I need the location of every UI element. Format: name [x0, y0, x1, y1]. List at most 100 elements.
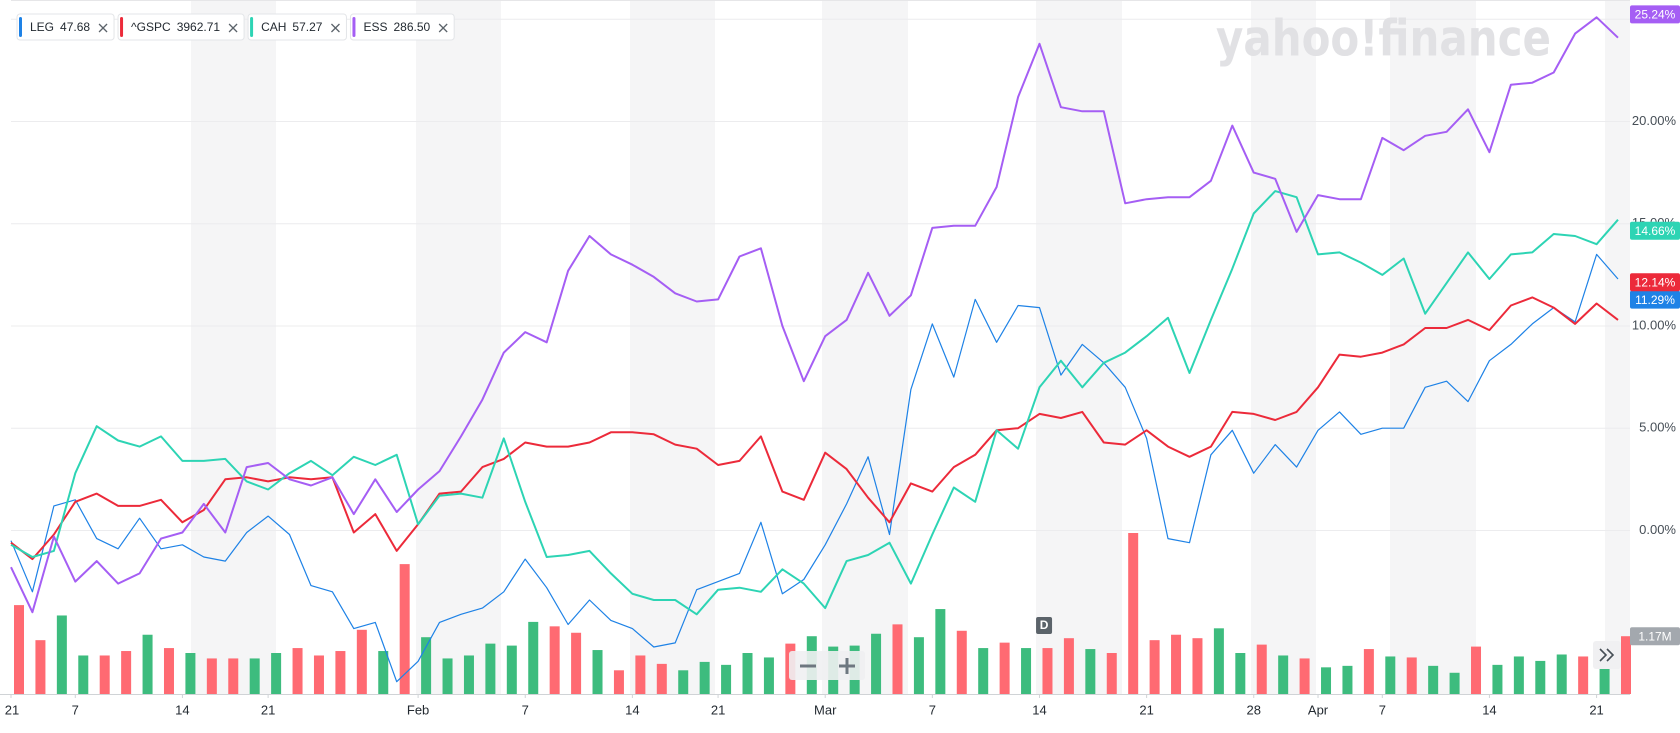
- volume-bar: [1042, 648, 1053, 694]
- volume-bar: [485, 643, 496, 694]
- volume-bar: [635, 655, 646, 694]
- chevron[interactable]: [1606, 648, 1615, 662]
- volume-bar: [421, 637, 432, 694]
- chip-name[interactable]: LEG: [30, 20, 54, 34]
- volume-bar: [99, 655, 110, 694]
- week-band: [630, 0, 715, 694]
- volume-bar: [56, 615, 67, 694]
- background: [11, 0, 1630, 694]
- lines: [10, 16, 1619, 683]
- legend-chip[interactable]: LEG 47.68: [16, 13, 115, 41]
- event-marker-label[interactable]: D: [1040, 618, 1049, 632]
- volume-bar: [1192, 638, 1203, 694]
- volume-bar: [356, 629, 367, 694]
- volume-bar: [678, 670, 689, 694]
- end-label-box: [1630, 273, 1680, 292]
- volume-bar: [699, 661, 710, 694]
- volume-bar: [335, 651, 346, 694]
- x-tick-label: 7: [1379, 702, 1386, 717]
- volume-bar: [1342, 665, 1353, 694]
- series-line: [10, 296, 1619, 561]
- y-tick-label: 5.00%: [1639, 420, 1676, 435]
- chip-name[interactable]: ^GSPC: [131, 20, 171, 34]
- legend-chip[interactable]: ^GSPC 3962.71: [117, 13, 245, 41]
- chip-close[interactable]: [438, 23, 448, 33]
- volume-bar: [14, 605, 24, 694]
- end-label: 12.14%: [1635, 275, 1676, 289]
- x-tick-label: 7: [72, 702, 79, 717]
- chip-close[interactable]: [228, 23, 238, 33]
- event-marker[interactable]: [1036, 617, 1053, 634]
- chip-bg[interactable]: [16, 13, 115, 41]
- volume-bar: [592, 650, 603, 694]
- week-band: [1605, 0, 1630, 694]
- volume-bar: [1149, 640, 1160, 694]
- week-band: [822, 0, 908, 694]
- volume-bar: [1063, 638, 1074, 694]
- volume-bar: [35, 640, 46, 694]
- volume-bar: [913, 637, 924, 694]
- scroll-right[interactable]: [1593, 641, 1621, 669]
- chip-quote[interactable]: 57.27: [292, 20, 322, 34]
- x-tick-label: 28: [1247, 702, 1261, 717]
- chip-color[interactable]: [19, 17, 22, 37]
- chip-quote[interactable]: 286.50: [393, 20, 430, 34]
- x-tick-label: 21: [711, 702, 725, 717]
- volume-bar: [1471, 646, 1482, 694]
- chip-color[interactable]: [250, 17, 254, 37]
- x-tick-label: 21: [5, 702, 19, 717]
- series-line: [10, 190, 1619, 616]
- volume-bar: [463, 655, 474, 694]
- volume-bar: [721, 664, 732, 694]
- volume-bar: [78, 655, 89, 694]
- chip-bg[interactable]: [117, 13, 245, 41]
- legend-chip[interactable]: CAH 57.27: [247, 13, 347, 41]
- chip-color[interactable]: [120, 17, 124, 37]
- chip-quote[interactable]: 47.68: [60, 20, 90, 34]
- chip-name[interactable]: ESS: [363, 20, 387, 34]
- volume-bar: [1278, 655, 1289, 694]
- volume-bar: [763, 657, 774, 694]
- chip-name[interactable]: CAH: [261, 20, 286, 34]
- week-band: [1251, 0, 1316, 694]
- volume-bar: [1406, 657, 1417, 694]
- volume-bar: [613, 670, 624, 694]
- volume-bar: [1599, 659, 1610, 694]
- chip-close[interactable]: [330, 23, 340, 33]
- end-label: 14.66%: [1635, 224, 1676, 238]
- chip-quote[interactable]: 3962.71: [177, 20, 221, 34]
- volume-bar: [399, 564, 410, 694]
- volume-bar: [249, 658, 260, 694]
- volume-bar: [1535, 660, 1546, 694]
- watermark: yahoo!finance: [1216, 10, 1551, 68]
- end-label: 1.17M: [1638, 629, 1671, 643]
- volume-bar: [1428, 665, 1439, 694]
- chip-bg[interactable]: [349, 13, 455, 41]
- volume-bar: [1363, 649, 1374, 694]
- week-band: [191, 0, 276, 694]
- chip-bg[interactable]: [247, 13, 347, 41]
- volume-bar: [892, 624, 903, 694]
- chevron[interactable]: [1599, 648, 1608, 662]
- volume-bar: [742, 653, 753, 694]
- controls: D: [789, 617, 1621, 680]
- volume-bar: [442, 658, 453, 694]
- volume-bar: [1321, 667, 1332, 694]
- week-band: [416, 0, 501, 694]
- end-label: 11.29%: [1635, 293, 1675, 307]
- volume-bar: [1578, 656, 1589, 694]
- x-tick-label: 7: [929, 702, 936, 717]
- volume-bar: [1449, 672, 1460, 694]
- volume-bar: [313, 655, 324, 694]
- volume-bar: [1621, 636, 1631, 694]
- volume-bar: [1128, 533, 1139, 694]
- x-tick-label: 21: [1589, 702, 1603, 717]
- chip-close[interactable]: [98, 23, 108, 33]
- volume-bar: [1256, 644, 1267, 694]
- legend-chip[interactable]: ESS 286.50: [349, 13, 455, 41]
- week-band: [1036, 0, 1122, 694]
- chip-color[interactable]: [352, 17, 356, 37]
- week-band: [1390, 0, 1476, 694]
- volume-bar: [656, 663, 667, 694]
- volume-bar: [1513, 656, 1524, 694]
